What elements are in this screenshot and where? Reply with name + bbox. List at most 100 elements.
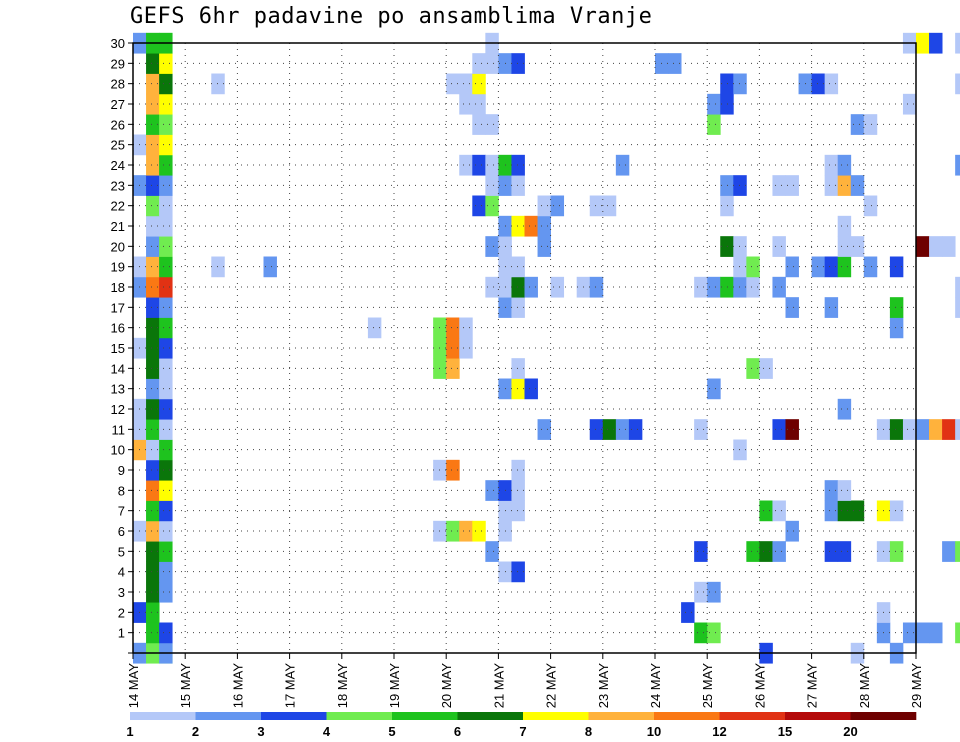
- heatmap-cell: [146, 317, 160, 339]
- heatmap-cell: [955, 154, 960, 176]
- heatmap-cell: [472, 53, 486, 74]
- heatmap-cell: [485, 195, 499, 217]
- heatmap-cell: [759, 500, 773, 522]
- heatmap-cell: [955, 73, 960, 95]
- x-tick-label: 22 MAY: [544, 663, 559, 709]
- heatmap-cell: [472, 520, 486, 542]
- x-tick-label: 24 MAY: [648, 663, 663, 709]
- heatmap-cell: [589, 276, 604, 298]
- heatmap-cell: [837, 480, 852, 501]
- legend-swatch: [654, 712, 720, 720]
- heatmap-cell: [929, 419, 943, 440]
- heatmap-cell: [146, 541, 160, 562]
- heatmap-cell: [785, 297, 799, 318]
- heatmap-cell: [159, 439, 173, 461]
- heatmap-cell: [615, 154, 630, 176]
- legend-label: 7: [519, 724, 526, 739]
- y-tick-label: 22: [111, 199, 125, 214]
- heatmap-cell: [916, 236, 930, 257]
- heatmap-cell: [824, 297, 839, 318]
- legend-label: 6: [454, 724, 461, 739]
- heatmap-cell: [159, 337, 173, 359]
- heatmap-cell: [850, 500, 865, 522]
- heatmap-cell: [824, 541, 839, 562]
- heatmap-cell: [537, 419, 551, 440]
- heatmap-cell: [146, 215, 160, 237]
- heatmap-cell: [929, 236, 943, 257]
- heatmap-cell: [459, 73, 473, 95]
- legend-swatch: [785, 712, 851, 720]
- heatmap-cell: [146, 236, 160, 257]
- heatmap-cell: [550, 195, 565, 217]
- heatmap-cell: [824, 480, 839, 501]
- legend-label: 8: [585, 724, 592, 739]
- heatmap-cell: [472, 73, 486, 95]
- heatmap-cell: [446, 358, 460, 379]
- heatmap-cell: [211, 73, 225, 95]
- heatmap-cell: [824, 73, 839, 95]
- heatmap-cell: [720, 73, 734, 95]
- heatmap-cell: [159, 520, 173, 542]
- heatmap-cell: [146, 53, 160, 74]
- heatmap-cell: [929, 32, 943, 54]
- heatmap-cell: [850, 236, 865, 257]
- y-tick-label: 24: [111, 158, 125, 173]
- heatmap-cell: [146, 378, 160, 400]
- x-tick-label: 23 MAY: [596, 663, 611, 709]
- heatmap-cell: [942, 419, 956, 440]
- heatmap-cell: [902, 622, 917, 644]
- heatmap-cell: [955, 622, 960, 644]
- heatmap-cell: [146, 175, 160, 196]
- heatmap-cell: [720, 195, 734, 217]
- heatmap-cell: [916, 622, 930, 644]
- y-tick-label: 3: [118, 585, 125, 600]
- y-tick-label: 8: [118, 483, 125, 498]
- heatmap-cell: [837, 175, 852, 196]
- heatmap-cell: [524, 215, 538, 237]
- heatmap-cell: [459, 154, 473, 176]
- heatmap-cell: [955, 297, 960, 318]
- heatmap-cell: [485, 276, 499, 298]
- heatmap-cell: [146, 398, 160, 420]
- heatmap-cell: [824, 500, 839, 522]
- y-tick-label: 29: [111, 56, 125, 71]
- y-tick-label: 20: [111, 239, 125, 254]
- heatmap-cell: [889, 256, 904, 278]
- heatmap-cell: [772, 419, 786, 440]
- heatmap-cell: [511, 215, 525, 237]
- heatmap-cell: [446, 337, 460, 359]
- x-tick-label: 26 MAY: [752, 663, 767, 709]
- y-tick-label: 4: [118, 565, 125, 580]
- heatmap-cell: [146, 622, 160, 644]
- heatmap-cell: [733, 73, 747, 95]
- heatmap-cell: [720, 276, 734, 298]
- y-tick-label: 1: [118, 626, 125, 641]
- y-tick-label: 19: [111, 260, 125, 275]
- heatmap-cell: [759, 541, 773, 562]
- heatmap-cell: [159, 561, 173, 583]
- legend-swatch: [326, 712, 393, 720]
- heatmap-cell: [889, 317, 904, 339]
- legend-swatch: [850, 712, 917, 720]
- heatmap-cell: [159, 175, 173, 196]
- legend-swatch: [457, 712, 524, 720]
- heatmap-cell: [889, 541, 904, 562]
- y-tick-label: 23: [111, 178, 125, 193]
- heatmap-cell: [485, 541, 499, 562]
- legend-swatch: [261, 712, 327, 720]
- heatmap-cell: [733, 236, 747, 257]
- heatmap-cell: [746, 358, 760, 379]
- y-tick-label: 25: [111, 138, 125, 153]
- legend-label: 3: [257, 724, 264, 739]
- heatmap-cell: [146, 297, 160, 318]
- heatmap-cell: [902, 419, 917, 440]
- heatmap-cell: [159, 480, 173, 501]
- heatmap-cell: [863, 256, 878, 278]
- y-tick-label: 2: [118, 605, 125, 620]
- y-tick-label: 9: [118, 463, 125, 478]
- heatmap-cell: [602, 195, 617, 217]
- x-tick-label: 28 MAY: [857, 663, 872, 709]
- heatmap-cell: [159, 93, 173, 115]
- heatmap-cell: [772, 500, 786, 522]
- heatmap-cell: [733, 175, 747, 196]
